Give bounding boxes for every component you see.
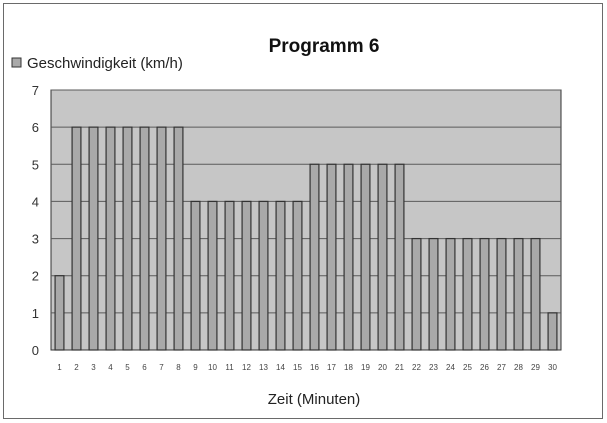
bar <box>207 200 218 351</box>
x-tick-label: 21 <box>395 363 404 372</box>
x-tick-label: 1 <box>57 363 62 372</box>
bar <box>71 126 82 351</box>
bar <box>360 163 371 351</box>
bar <box>224 200 235 351</box>
x-tick-label: 7 <box>159 363 164 372</box>
x-tick-label: 8 <box>176 363 181 372</box>
x-tick-label: 29 <box>531 363 540 372</box>
bars <box>54 126 558 351</box>
bar <box>445 237 456 351</box>
y-tick-label: 2 <box>32 269 39 284</box>
x-tick-label: 19 <box>361 363 370 372</box>
x-tick-label: 18 <box>344 363 353 372</box>
legend: Geschwindigkeit (km/h) <box>11 55 183 72</box>
bar <box>411 237 422 351</box>
x-tick-label: 4 <box>108 363 113 372</box>
bar <box>343 163 354 351</box>
bar <box>156 126 167 351</box>
x-tick-label: 5 <box>125 363 130 372</box>
bar <box>139 126 150 351</box>
x-tick-label: 9 <box>193 363 198 372</box>
bar <box>122 126 133 351</box>
x-tick-label: 16 <box>310 363 319 372</box>
bar <box>377 163 388 351</box>
x-tick-label: 27 <box>497 363 506 372</box>
bar <box>292 200 303 351</box>
bar-chart: Programm 6 Geschwindigkeit (km/h) 012345… <box>11 36 562 408</box>
bar <box>530 237 541 351</box>
x-tick-label: 3 <box>91 363 96 372</box>
plot-area <box>50 89 562 351</box>
y-tick-label: 4 <box>32 194 39 209</box>
chart-title: Programm 6 <box>269 36 380 57</box>
x-tick-label: 12 <box>242 363 251 372</box>
y-tick-label: 3 <box>32 232 39 247</box>
bar <box>513 237 524 351</box>
gridlines <box>51 89 561 314</box>
bar <box>173 126 184 351</box>
bar <box>54 275 65 351</box>
x-axis-label: Zeit (Minuten) <box>268 391 361 408</box>
x-tick-label: 10 <box>208 363 217 372</box>
x-tick-label: 22 <box>412 363 421 372</box>
bar <box>258 200 269 351</box>
x-axis-ticks: 1 2 3 4 5 6 7 8 9 10 11 12 13 14 15 16 17 18 19 20 21 22 23 24 2… <box>57 363 557 372</box>
bar <box>309 163 320 351</box>
x-tick-label: 24 <box>446 363 455 372</box>
bar <box>241 200 252 351</box>
x-tick-label: 25 <box>463 363 472 372</box>
plot-background <box>50 89 562 351</box>
x-tick-label: 30 <box>548 363 557 372</box>
bar <box>479 237 490 351</box>
y-axis-ticks: 0 1 2 3 4 5 6 7 <box>32 83 39 358</box>
x-tick-label: 26 <box>480 363 489 372</box>
x-tick-label: 17 <box>327 363 336 372</box>
bar <box>462 237 473 351</box>
x-tick-label: 28 <box>514 363 523 372</box>
bar <box>190 200 201 351</box>
bar <box>105 126 116 351</box>
bar <box>394 163 405 351</box>
bar <box>275 200 286 351</box>
legend-label: Geschwindigkeit (km/h) <box>27 55 183 72</box>
x-tick-label: 6 <box>142 363 147 372</box>
y-tick-label: 0 <box>32 343 39 358</box>
y-tick-label: 6 <box>32 120 39 135</box>
bar <box>88 126 99 351</box>
bar <box>547 312 558 351</box>
x-tick-label: 20 <box>378 363 387 372</box>
bar <box>496 237 507 351</box>
x-tick-label: 2 <box>74 363 79 372</box>
bar <box>428 237 439 351</box>
x-tick-label: 11 <box>225 363 234 372</box>
legend-swatch <box>11 57 22 68</box>
y-tick-label: 1 <box>32 306 39 321</box>
x-tick-label: 15 <box>293 363 302 372</box>
y-tick-label: 5 <box>32 157 39 172</box>
x-tick-label: 23 <box>429 363 438 372</box>
y-tick-label: 7 <box>32 83 39 98</box>
bar <box>326 163 337 351</box>
x-tick-label: 14 <box>276 363 285 372</box>
x-tick-label: 13 <box>259 363 268 372</box>
